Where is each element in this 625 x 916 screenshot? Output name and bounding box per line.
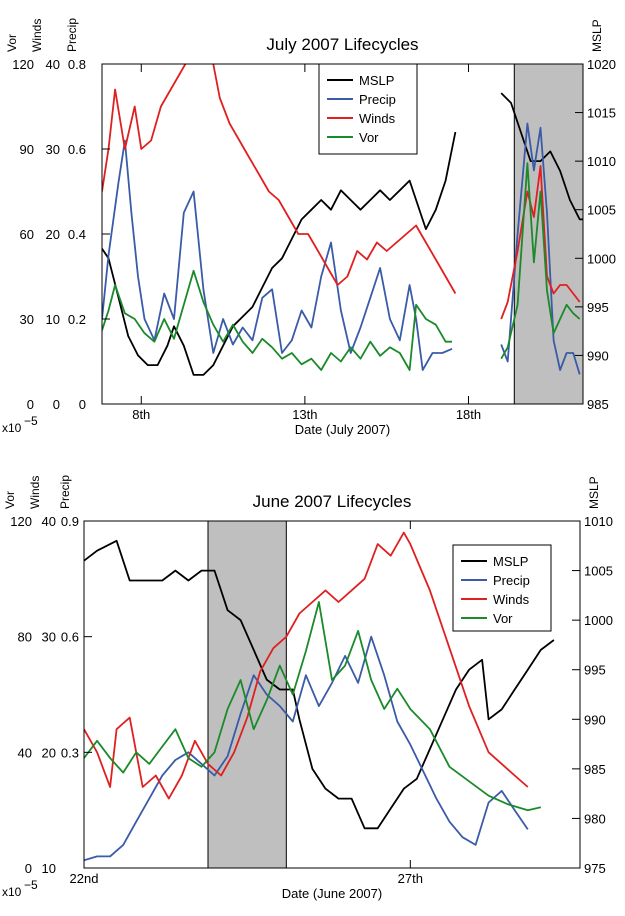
- winds-tick-label: 20: [42, 745, 56, 760]
- legend-label-precip: Precip: [493, 573, 530, 588]
- scale-exponent: −5: [24, 878, 38, 892]
- mslp-tick-label: 975: [584, 861, 606, 876]
- vor-tick-label: 0: [27, 397, 34, 412]
- vor-tick-label: 0: [25, 861, 32, 876]
- vor-tick-label: 120: [12, 57, 34, 72]
- mslp-tick-label: 985: [587, 397, 609, 412]
- legend-label-winds: Winds: [493, 592, 530, 607]
- precip-tick-label: 0: [79, 397, 86, 412]
- series-mslp-line: [84, 539, 555, 830]
- left-axis-label-vor: Vor: [5, 34, 19, 52]
- mslp-tick-label: 995: [584, 663, 606, 678]
- winds-tick-label: 10: [42, 861, 56, 876]
- mslp-tick-label: 1000: [584, 613, 613, 628]
- right-axis-label: MSLP: [590, 19, 604, 52]
- series-mslp-line: [102, 131, 457, 376]
- legend-label-vor: Vor: [359, 130, 379, 145]
- chart-title: June 2007 Lifecycles: [253, 492, 412, 511]
- legend-label-mslp: MSLP: [359, 73, 394, 88]
- winds-tick-label: 30: [46, 142, 60, 157]
- mslp-tick-label: 995: [587, 300, 609, 315]
- mslp-tick-label: 1005: [584, 564, 613, 579]
- x-tick-label: 13th: [292, 407, 317, 422]
- x-axis-label: Date (July 2007): [295, 422, 390, 437]
- precip-tick-label: 0.8: [68, 57, 86, 72]
- mslp-tick-label: 980: [584, 811, 606, 826]
- legend-label-winds: Winds: [359, 111, 396, 126]
- left-axis-label-precip: Precip: [58, 475, 72, 509]
- vor-tick-label: 80: [18, 630, 32, 645]
- winds-tick-label: 20: [46, 227, 60, 242]
- legend-label-mslp: MSLP: [493, 554, 528, 569]
- vor-tick-label: 60: [20, 227, 34, 242]
- winds-tick-label: 30: [42, 630, 56, 645]
- winds-tick-label: 40: [46, 57, 60, 72]
- precip-tick-label: 0.6: [61, 630, 79, 645]
- left-axis-label-vor: Vor: [3, 491, 17, 509]
- legend-label-vor: Vor: [493, 611, 513, 626]
- legend-label-precip: Precip: [359, 92, 396, 107]
- mslp-tick-label: 1010: [584, 514, 613, 529]
- x-axis-label: Date (June 2007): [282, 886, 382, 901]
- x-tick-label: 18th: [456, 407, 481, 422]
- precip-tick-label: 0.4: [68, 227, 86, 242]
- chart-title: July 2007 Lifecycles: [266, 35, 418, 54]
- mslp-tick-label: 1000: [587, 251, 616, 266]
- precip-tick-label: 0.3: [61, 745, 79, 760]
- legend-box: [452, 544, 552, 632]
- series-winds-line: [102, 64, 457, 294]
- precip-tick-label: 0.2: [68, 312, 86, 327]
- left-axis-label-precip: Precip: [65, 18, 79, 52]
- mslp-tick-label: 1005: [587, 203, 616, 218]
- left-axis-label-winds: Winds: [28, 476, 42, 509]
- vor-tick-label: 40: [18, 745, 32, 760]
- precip-tick-label: 0.9: [61, 514, 79, 529]
- precip-tick-label: 0.6: [68, 142, 86, 157]
- mslp-tick-label: 990: [584, 712, 606, 727]
- series-mslp-line: [500, 92, 583, 221]
- series-winds-line: [84, 531, 529, 800]
- mslp-tick-label: 985: [584, 762, 606, 777]
- series-vor-line: [102, 269, 453, 371]
- scale-note: x10: [2, 421, 22, 435]
- scale-note: x10: [2, 885, 22, 899]
- vor-tick-label: 90: [20, 142, 34, 157]
- winds-tick-label: 0: [53, 397, 60, 412]
- mslp-tick-label: 990: [587, 348, 609, 363]
- mslp-tick-label: 1010: [587, 154, 616, 169]
- series-precip-line: [84, 635, 529, 862]
- scale-exponent: −5: [24, 414, 38, 428]
- series-winds-line: [500, 165, 581, 320]
- winds-tick-label: 10: [46, 312, 60, 327]
- x-tick-label: 22nd: [70, 871, 99, 886]
- left-axis-label-winds: Winds: [30, 19, 44, 52]
- mslp-tick-label: 1015: [587, 106, 616, 121]
- x-tick-label: 8th: [132, 407, 150, 422]
- mslp-tick-label: 1020: [587, 57, 616, 72]
- x-tick-label: 27th: [398, 871, 423, 886]
- vor-tick-label: 120: [10, 514, 32, 529]
- series-vor-line: [500, 162, 581, 360]
- winds-tick-label: 40: [42, 514, 56, 529]
- series-vor-line: [84, 601, 541, 812]
- right-axis-label: MSLP: [587, 476, 601, 509]
- plot-frame: [83, 520, 581, 869]
- series-precip-line: [102, 139, 453, 371]
- vor-tick-label: 30: [20, 312, 34, 327]
